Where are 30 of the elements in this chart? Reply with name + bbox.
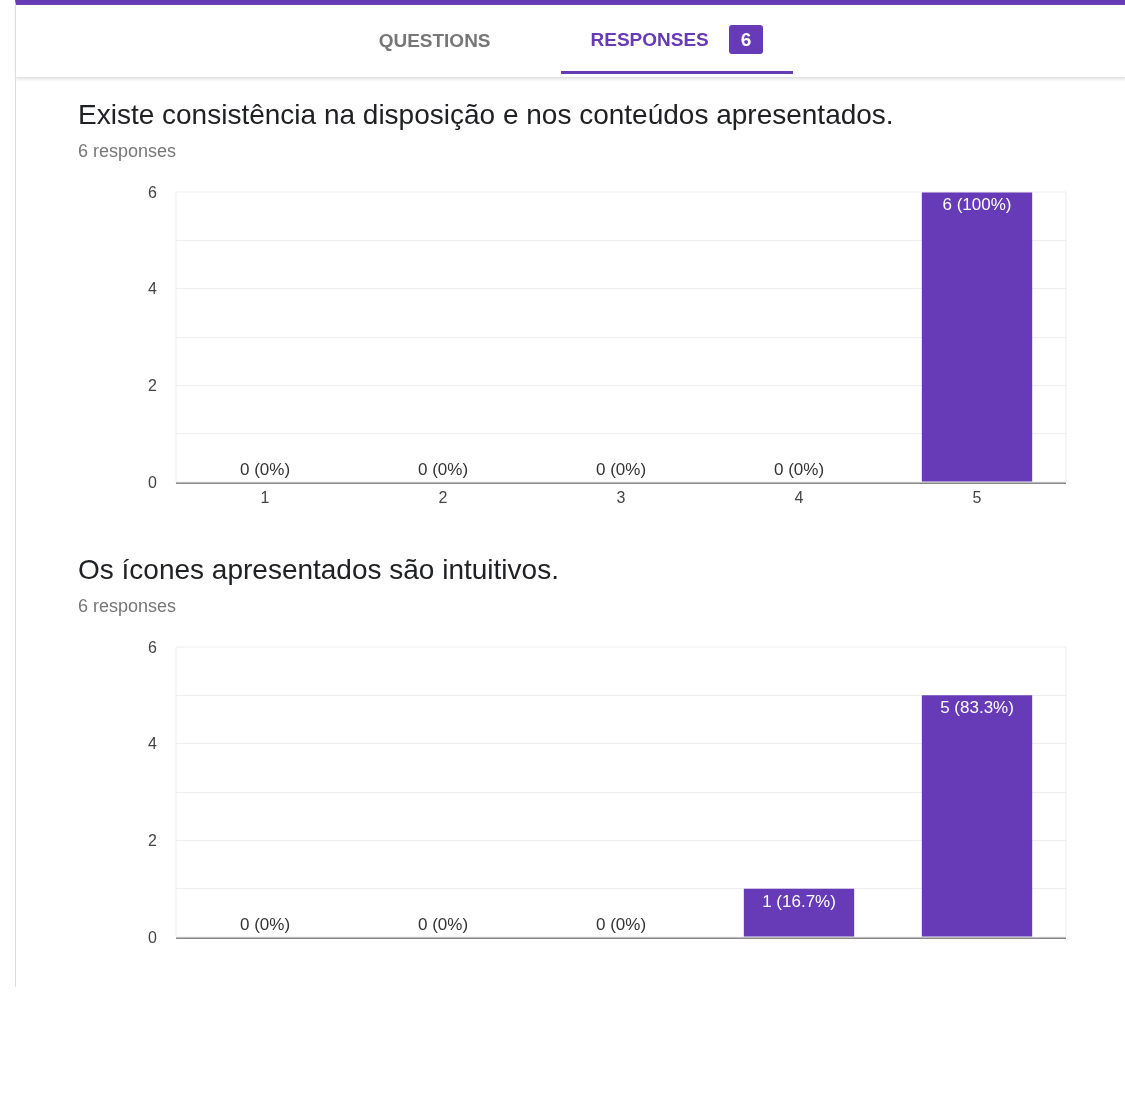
- text: 6: [728, 24, 764, 54]
- x-tick-label: 1: [260, 489, 270, 507]
- chart-title: Os ícones apresentados são intuitivos.: [78, 554, 560, 586]
- data-label: 0 (0%): [417, 460, 469, 479]
- chart-subtitle: 6 responses: [78, 141, 178, 162]
- data-label: 0 (0%): [239, 460, 291, 479]
- y-tick-label: 0: [148, 928, 158, 946]
- x-tick-label: 4: [794, 489, 804, 507]
- data-label: 0 (0%): [595, 915, 647, 934]
- data-label: 0 (0%): [773, 460, 825, 479]
- x-tick-label: 5: [972, 489, 982, 507]
- text: QUESTIONS: [377, 29, 492, 53]
- y-tick-label: 6: [148, 183, 158, 201]
- data-label: 0 (0%): [417, 915, 469, 934]
- text: RESPONSES: [590, 28, 709, 50]
- x-tick-label: 2: [438, 489, 448, 507]
- y-tick-label: 4: [148, 280, 158, 298]
- data-label: 5 (83.3%): [940, 698, 1014, 718]
- chart-title: Existe consistência na disposição e nos conteúdos apresentados.: [78, 99, 895, 131]
- x-tick-label: 3: [616, 489, 626, 507]
- y-tick-label: 2: [148, 831, 158, 849]
- y-tick-label: 4: [148, 735, 158, 753]
- y-tick-label: 2: [148, 376, 158, 394]
- chart-subtitle: 6 responses: [78, 596, 178, 617]
- y-tick-label: 6: [148, 638, 158, 656]
- data-label: 0 (0%): [595, 460, 647, 479]
- y-tick-label: 0: [148, 473, 158, 491]
- data-label: 0 (0%): [239, 915, 291, 934]
- data-label: 6 (100%): [942, 195, 1012, 214]
- data-label: 1 (16.7%): [762, 891, 836, 911]
